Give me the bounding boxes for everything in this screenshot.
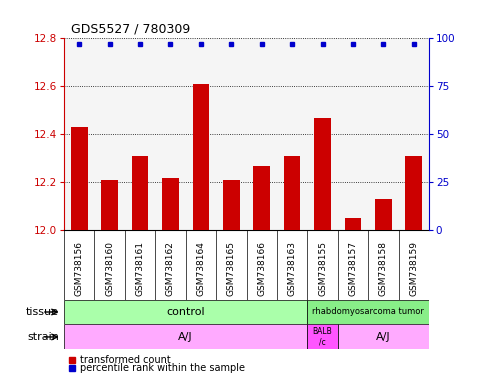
Text: A/J: A/J xyxy=(376,332,390,342)
Text: GDS5527 / 780309: GDS5527 / 780309 xyxy=(71,23,191,36)
Bar xyxy=(64,300,307,324)
Bar xyxy=(375,199,391,230)
Text: GSM738157: GSM738157 xyxy=(349,241,357,296)
Bar xyxy=(284,156,300,230)
Text: GSM738166: GSM738166 xyxy=(257,241,266,296)
Bar xyxy=(307,300,429,324)
Text: GSM738155: GSM738155 xyxy=(318,241,327,296)
Text: percentile rank within the sample: percentile rank within the sample xyxy=(80,362,245,372)
Bar xyxy=(193,84,209,230)
Bar xyxy=(345,218,361,230)
Bar xyxy=(64,324,307,349)
Text: control: control xyxy=(166,307,205,317)
Text: BALB
/c: BALB /c xyxy=(313,327,332,347)
Text: GSM738159: GSM738159 xyxy=(409,241,418,296)
Text: GSM738164: GSM738164 xyxy=(196,241,206,296)
Text: A/J: A/J xyxy=(178,332,193,342)
Bar xyxy=(338,324,429,349)
Text: GSM738160: GSM738160 xyxy=(105,241,114,296)
Bar xyxy=(71,127,88,230)
Bar xyxy=(102,180,118,230)
Text: rhabdomyosarcoma tumor: rhabdomyosarcoma tumor xyxy=(312,308,424,316)
Text: GSM738162: GSM738162 xyxy=(166,241,175,296)
Bar xyxy=(162,177,179,230)
Bar xyxy=(253,166,270,230)
Text: GSM738165: GSM738165 xyxy=(227,241,236,296)
Text: GSM738156: GSM738156 xyxy=(75,241,84,296)
Bar xyxy=(307,324,338,349)
Bar xyxy=(405,156,422,230)
Text: GSM738161: GSM738161 xyxy=(136,241,144,296)
Bar xyxy=(223,180,240,230)
Text: GSM738163: GSM738163 xyxy=(287,241,297,296)
Bar xyxy=(132,156,148,230)
Text: transformed count: transformed count xyxy=(80,355,171,365)
Text: strain: strain xyxy=(27,332,59,342)
Text: tissue: tissue xyxy=(26,307,59,317)
Text: GSM738158: GSM738158 xyxy=(379,241,388,296)
Bar xyxy=(314,118,331,230)
